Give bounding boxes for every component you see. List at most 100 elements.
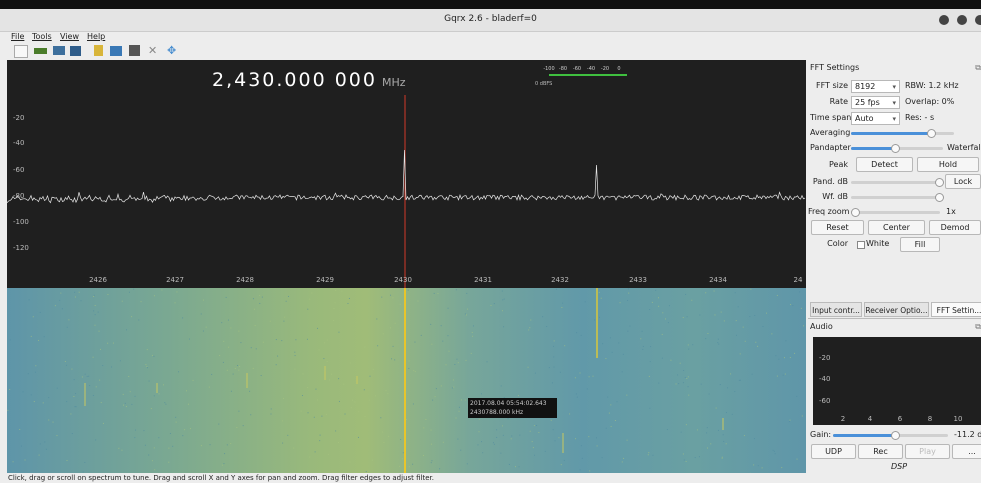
waterfall-noise [111,366,112,367]
waterfall-noise [186,390,187,391]
waterfall-noise [706,432,707,433]
waterfall-noise [502,299,503,300]
waterfall-noise [131,316,132,317]
lock-button[interactable]: Lock [945,174,981,189]
dock-tab[interactable]: FFT Settin... [931,302,981,317]
waterfall-noise [164,402,165,403]
averaging-slider[interactable] [851,132,954,135]
fft-size-combo[interactable]: 8192 [851,80,900,93]
waterfall-noise [74,406,75,407]
waterfall-noise [400,304,401,305]
tool-icon[interactable]: ✕ [148,45,159,56]
waterfall-noise [413,370,414,371]
waterfall-noise [447,335,448,336]
waterfall-noise [176,422,177,423]
tool-icon[interactable] [129,45,140,56]
waterfall[interactable]: 2017.08.04 05:54:02.643 2430788.000 kHz [7,288,806,473]
waterfall-noise [128,376,129,377]
waterfall-noise [315,389,316,390]
waterfall-noise [282,420,283,421]
menu-item[interactable]: Help [87,32,105,41]
waterfall-noise [459,411,460,412]
fill-button[interactable]: Fill [900,237,940,252]
white-checkbox[interactable] [857,241,865,249]
more-button[interactable]: ... [952,444,981,459]
waterfall-noise [118,448,119,449]
wf-db-slider[interactable] [851,196,940,199]
dock-tab[interactable]: Receiver Optio... [864,302,929,317]
waterfall-noise [380,417,381,418]
waterfall-noise [597,445,598,446]
tool-icon[interactable]: ✥ [167,45,178,56]
waterfall-noise [373,369,374,370]
waterfall-noise [70,413,71,414]
gain-slider[interactable] [833,434,948,437]
waterfall-noise [626,395,627,396]
maximize-button[interactable] [957,15,967,25]
waterfall-noise [146,366,147,367]
time-span-combo[interactable]: Auto [851,112,900,125]
tool-icon[interactable] [53,46,65,55]
udp-button[interactable]: UDP [811,444,856,459]
waterfall-noise [333,320,334,321]
waterfall-noise [88,376,89,377]
waterfall-noise [564,345,565,346]
waterfall-noise [40,443,41,444]
hold-button[interactable]: Hold [917,157,979,172]
center-button[interactable]: Center [868,220,925,235]
waterfall-noise [789,420,790,421]
tool-icon[interactable] [14,45,28,58]
waterfall-noise [74,379,75,380]
waterfall-noise [762,467,763,468]
freq-zoom-slider[interactable] [851,211,940,214]
waterfall-noise [134,437,135,438]
waterfall-noise [493,442,494,443]
waterfall-noise [766,313,767,314]
waterfall-noise [309,457,310,458]
waterfall-noise [327,361,328,362]
waterfall-noise [338,378,339,379]
waterfall-noise [677,374,678,375]
waterfall-lines [7,288,806,473]
waterfall-noise [753,464,754,465]
dock-tab[interactable]: Input contr... [810,302,862,317]
waterfall-noise [75,393,76,394]
label: Peak [810,159,848,171]
spectrum-plot[interactable]: 2,430.000 000 MHz 0 dBFS -20-40-60-80-10… [7,60,806,288]
tool-icon[interactable] [94,45,103,56]
tool-icon[interactable] [34,48,47,54]
label: White [866,238,889,250]
pand-db-slider[interactable] [851,181,940,184]
panel-undock[interactable]: ⧉ [975,62,981,74]
play-button[interactable]: Play [905,444,950,459]
detect-button[interactable]: Detect [856,157,913,172]
waterfall-noise [83,471,84,472]
waterfall-noise [394,359,395,360]
tool-icon[interactable] [110,46,122,56]
waterfall-noise [93,357,94,358]
panel-undock[interactable]: ⧉ [975,321,981,333]
waterfall-noise [319,349,320,350]
waterfall-noise [178,371,179,372]
waterfall-noise [530,431,531,432]
waterfall-noise [165,404,166,405]
x-axis-label: 6 [898,415,903,423]
waterfall-noise [554,340,555,341]
waterfall-noise [757,346,758,347]
rec-button[interactable]: Rec [858,444,903,459]
minimize-button[interactable] [939,15,949,25]
tool-icon[interactable] [70,46,81,56]
reset-button[interactable]: Reset [811,220,864,235]
waterfall-noise [73,396,74,397]
menu-item[interactable]: File [11,32,24,41]
waterfall-noise [413,403,414,404]
close-button[interactable] [975,15,981,25]
waterfall-noise [175,417,176,418]
rate-combo[interactable]: 25 fps [851,96,900,109]
pandapter-slider[interactable] [851,147,943,150]
waterfall-noise [790,357,791,358]
menu-item[interactable]: View [60,32,79,41]
demod-button[interactable]: Demod [929,220,981,235]
menu-item[interactable]: Tools [32,32,52,41]
waterfall-noise [752,374,753,375]
